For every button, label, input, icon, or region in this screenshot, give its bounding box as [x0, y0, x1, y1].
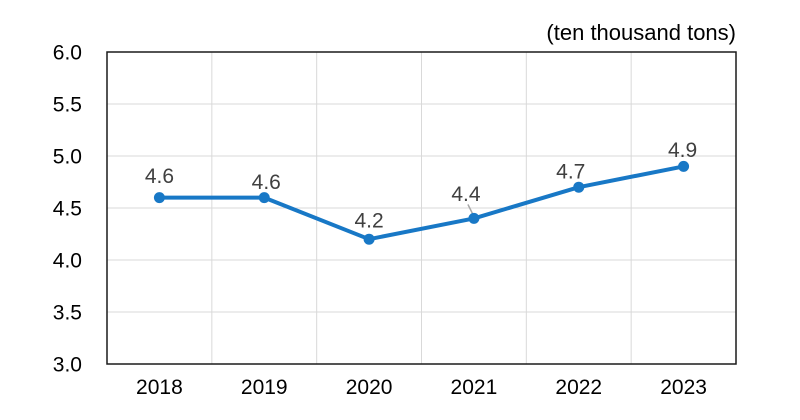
- data-point-marker: [363, 233, 375, 245]
- x-axis-category-label: 2021: [451, 376, 498, 399]
- y-axis-tick-label: 5.5: [53, 94, 82, 117]
- y-axis-tick-label: 6.0: [53, 42, 82, 65]
- chart-title: (ten thousand tons): [546, 20, 736, 45]
- x-axis-category-label: 2018: [136, 376, 183, 399]
- data-point-label: 4.7: [556, 161, 585, 184]
- data-point-marker: [468, 212, 480, 224]
- data-point-label: 4.2: [354, 210, 383, 233]
- data-point-label: 4.6: [252, 171, 281, 194]
- x-axis-category-label: 2020: [346, 376, 393, 399]
- y-axis-tick-label: 4.5: [53, 198, 82, 221]
- y-axis-tick-label: 4.0: [53, 250, 82, 273]
- y-axis-tick-label: 5.0: [53, 146, 82, 169]
- x-axis-category-label: 2022: [555, 376, 602, 399]
- y-axis-tick-label: 3.5: [53, 302, 82, 325]
- series-line: [157, 164, 686, 242]
- data-point-label: 4.4: [451, 183, 481, 206]
- plot-border: [106, 51, 737, 365]
- data-point-label: 4.6: [145, 165, 174, 188]
- data-point-label: 4.9: [668, 139, 697, 162]
- x-axis-category-label: 2023: [660, 376, 707, 399]
- data-label-leader-line: [467, 204, 474, 215]
- data-point-marker: [153, 192, 165, 204]
- data-point-marker: [573, 181, 585, 193]
- data-point-marker: [258, 192, 270, 204]
- y-axis-tick-label: 3.0: [53, 354, 82, 377]
- x-axis-category-label: 2019: [241, 376, 288, 399]
- data-point-marker: [678, 160, 690, 172]
